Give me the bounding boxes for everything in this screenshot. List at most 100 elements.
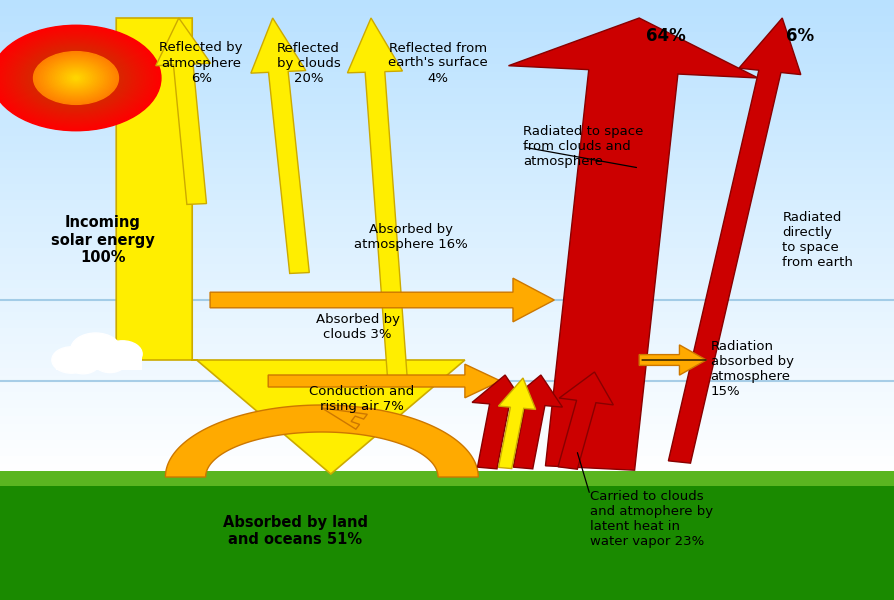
Bar [0,200,894,208]
Ellipse shape [32,50,120,106]
Text: Absorbed by
atmosphere 16%: Absorbed by atmosphere 16% [354,223,468,251]
Bar [0,392,894,400]
Ellipse shape [18,42,134,114]
Ellipse shape [69,74,83,82]
Ellipse shape [71,75,81,81]
Circle shape [71,333,121,367]
Ellipse shape [4,34,148,122]
Bar [0,304,894,312]
Bar [0,296,894,304]
Ellipse shape [47,60,105,96]
Polygon shape [472,375,527,469]
Bar [0,416,894,424]
Bar [0,32,894,40]
Bar [0,408,894,416]
Ellipse shape [37,54,115,102]
Polygon shape [210,278,554,322]
Bar [0,456,894,464]
Ellipse shape [34,52,118,104]
Bar [0,136,894,144]
Polygon shape [499,378,536,469]
Bar [0,256,894,264]
Text: Reflected from
earth's surface
4%: Reflected from earth's surface 4% [388,41,488,85]
Bar [0,40,894,48]
Ellipse shape [68,73,84,83]
Bar [56,357,142,370]
Polygon shape [156,18,211,205]
Bar [0,48,894,56]
Polygon shape [639,345,706,375]
Ellipse shape [15,40,137,116]
Bar [0,312,894,320]
Ellipse shape [0,31,152,125]
Polygon shape [669,18,801,463]
Polygon shape [509,18,758,470]
Ellipse shape [30,50,122,106]
Bar [0,328,894,336]
Ellipse shape [13,39,139,117]
Polygon shape [322,408,367,429]
Bar [0,376,894,384]
Bar [0,432,894,440]
Bar [0,336,894,344]
Bar [0,400,894,408]
Bar [0,128,894,136]
Bar [0,24,894,32]
Bar [0,88,894,96]
Ellipse shape [6,35,146,121]
Ellipse shape [42,57,110,99]
Circle shape [67,352,99,374]
Text: Radiation
absorbed by
atmosphere
15%: Radiation absorbed by atmosphere 15% [711,340,794,398]
Ellipse shape [59,67,93,89]
Ellipse shape [29,49,123,107]
Bar [0,352,894,360]
Text: Reflected
by clouds
20%: Reflected by clouds 20% [276,41,341,85]
Bar [0,16,894,24]
Bar [0,208,894,216]
Ellipse shape [0,26,159,130]
Bar [0,216,894,224]
Ellipse shape [0,29,154,127]
Ellipse shape [72,76,80,80]
Polygon shape [508,375,562,469]
Ellipse shape [66,71,86,85]
Bar [0,184,894,192]
Bar [0,232,894,240]
Bar [0,464,894,472]
Ellipse shape [3,32,149,124]
Ellipse shape [51,62,102,94]
Polygon shape [251,18,309,274]
Bar [0,80,894,88]
Text: Incoming
solar energy
100%: Incoming solar energy 100% [51,215,155,265]
Ellipse shape [1,32,151,124]
Bar [0,192,894,200]
Ellipse shape [0,28,157,128]
Ellipse shape [17,41,136,115]
Ellipse shape [20,43,132,113]
Ellipse shape [21,44,131,112]
Ellipse shape [8,36,144,120]
Ellipse shape [54,64,98,92]
Bar [0,320,894,328]
Bar [0,272,894,280]
Text: Radiated
directly
to space
from earth: Radiated directly to space from earth [782,211,853,269]
Ellipse shape [0,28,156,128]
Bar [0,56,894,64]
Bar [0,144,894,152]
Ellipse shape [44,58,108,98]
Bar [0,480,894,600]
Bar [0,288,894,296]
Ellipse shape [40,56,112,100]
Bar [0,448,894,456]
Ellipse shape [61,68,91,88]
Polygon shape [268,364,501,398]
Bar [0,8,894,16]
Bar [0,96,894,104]
Text: 64%: 64% [646,27,686,45]
Bar [0,424,894,432]
Text: Reflected by
atmosphere
6%: Reflected by atmosphere 6% [159,41,243,85]
Bar [0,168,894,176]
Ellipse shape [57,67,95,89]
Circle shape [103,341,142,367]
Ellipse shape [52,63,100,93]
